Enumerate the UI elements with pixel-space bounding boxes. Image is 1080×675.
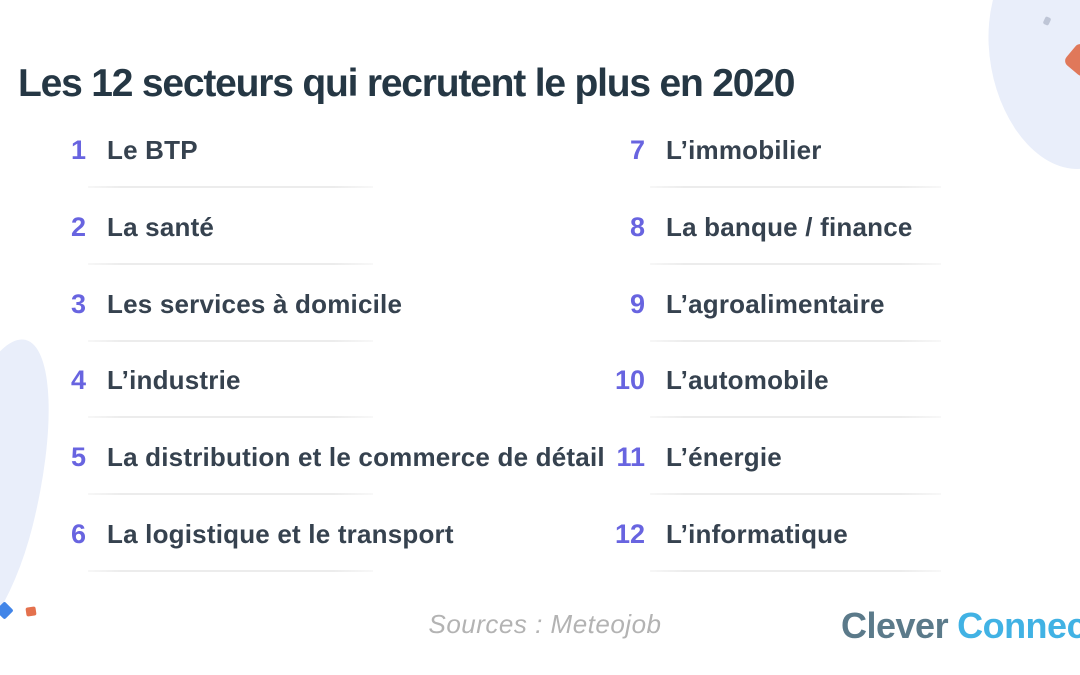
divider — [650, 493, 941, 496]
list-item: 7 L’immobilier — [605, 126, 1045, 203]
divider — [88, 262, 373, 265]
page-title: Les 12 secteurs qui recrutent le plus en… — [18, 62, 795, 106]
list-item: 4 L’industrie — [46, 356, 526, 433]
item-label: Le BTP — [107, 135, 198, 165]
item-number: 8 — [629, 211, 645, 242]
item-number: 1 — [70, 135, 86, 165]
logo-part-clever: Clever — [841, 605, 949, 646]
list-item: 12 L’informatique — [605, 510, 1045, 587]
divider — [88, 493, 373, 496]
sector-list-right-column: 7 L’immobilier 8 La banque / finance 9 L… — [605, 126, 1045, 587]
list-item: 3 Les services à domicile — [46, 280, 526, 357]
list-item: 11 L’énergie — [605, 433, 1045, 510]
list-item: 9 L’agroalimentaire — [605, 280, 1045, 357]
list-item: 2 La santé — [46, 203, 526, 280]
divider — [88, 569, 373, 572]
item-label: L’agroalimentaire — [666, 288, 885, 319]
item-label: L’automobile — [666, 365, 829, 396]
item-number: 10 — [614, 365, 645, 396]
item-number: 4 — [70, 365, 86, 396]
divider — [88, 416, 373, 419]
item-label: L’industrie — [107, 365, 241, 396]
divider — [88, 186, 373, 188]
list-item: 8 La banque / finance — [605, 203, 1045, 280]
divider — [650, 416, 941, 419]
item-label: La banque / finance — [666, 211, 913, 242]
item-number: 11 — [616, 442, 645, 473]
item-label: La logistique et le transport — [107, 518, 454, 549]
item-number: 7 — [629, 135, 645, 165]
divider — [650, 186, 941, 188]
sources-text: Sources : Meteojob — [428, 609, 662, 639]
divider — [650, 339, 941, 342]
list-item: 1 Le BTP — [46, 126, 526, 203]
divider — [88, 339, 373, 342]
item-number: 2 — [70, 211, 86, 242]
item-number: 12 — [614, 518, 645, 549]
logo-part-connect: Connect — [957, 605, 1080, 646]
item-label: L’informatique — [666, 518, 848, 549]
item-label: La distribution et le commerce de détail — [107, 442, 605, 473]
orange-square-icon — [25, 606, 37, 617]
sector-list-left-column: 1 Le BTP 2 La santé 3 Les services à dom… — [46, 126, 605, 587]
list-item: 6 La logistique et le transport — [46, 510, 526, 587]
divider — [650, 569, 941, 572]
blue-diamond-icon — [0, 601, 14, 620]
item-number: 3 — [70, 288, 86, 319]
item-label: La santé — [107, 211, 215, 242]
item-number: 9 — [629, 288, 645, 319]
item-label: Les services à domicile — [107, 288, 403, 319]
item-label: L’énergie — [666, 442, 782, 473]
divider — [650, 262, 941, 265]
item-number: 5 — [70, 442, 86, 473]
list-item: 5 La distribution et le commerce de déta… — [46, 433, 605, 510]
list-item: 10 L’automobile — [605, 356, 1045, 433]
item-number: 6 — [70, 518, 86, 549]
cleverconnect-logo: CleverConnect — [841, 606, 1080, 646]
item-label: L’immobilier — [666, 135, 822, 165]
